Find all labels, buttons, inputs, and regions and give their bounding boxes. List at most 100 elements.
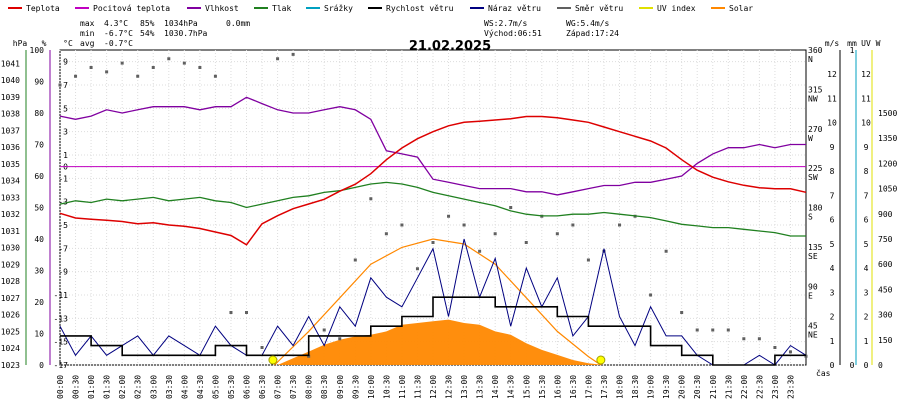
uv-axis-unit: UV xyxy=(861,39,871,48)
x-tick-19: 09:30 xyxy=(351,375,360,399)
w-axis-tick-3: 1050 xyxy=(878,185,897,194)
x-tick-20: 10:00 xyxy=(367,375,376,399)
hpa-axis-tick-8: 1033 xyxy=(1,193,20,202)
x-tick-44: 22:00 xyxy=(740,375,749,399)
hpa-axis-tick-14: 1027 xyxy=(1,294,20,303)
x-tick-16: 08:00 xyxy=(305,375,314,399)
stat-max-temp: 4.3°C xyxy=(104,19,128,28)
hpa-axis-tick-13: 1028 xyxy=(1,277,20,286)
stat-wg: WG:5.4m/s xyxy=(566,19,610,28)
temp-axis-unit: °C xyxy=(63,39,73,48)
dir-point-43 xyxy=(726,328,730,332)
x-tick-33: 16:30 xyxy=(569,375,578,399)
dir-point-24 xyxy=(431,241,435,244)
stat-max-label: max xyxy=(80,19,95,28)
hpa-axis-tick-15: 1026 xyxy=(1,311,20,320)
dir-point-4 xyxy=(120,61,124,65)
hpa-axis-tick-16: 1025 xyxy=(1,327,20,336)
ms-axis-tick-9: 3 xyxy=(830,288,835,297)
x-tick-27: 13:30 xyxy=(476,375,485,399)
x-tick-0: 00:00 xyxy=(56,375,65,399)
ms-axis-tick-2: 10 xyxy=(827,119,837,128)
x-tick-23: 11:30 xyxy=(413,375,422,399)
uv-axis-tick-9: 3 xyxy=(864,288,869,297)
dir-point-39 xyxy=(664,249,668,253)
hpa-axis-tick-0: 1041 xyxy=(1,59,20,68)
hpa-axis-tick-5: 1036 xyxy=(1,143,20,152)
ms-axis-tick-0: 12 xyxy=(827,70,837,79)
dir-point-11 xyxy=(229,311,233,314)
dir-point-8 xyxy=(182,61,186,65)
series-solar-max xyxy=(274,238,602,366)
legend-label-5: Rychlost větru xyxy=(386,4,454,13)
w-axis-tick-4: 900 xyxy=(878,210,893,219)
dir-point-0 xyxy=(58,83,62,87)
dir-point-27 xyxy=(478,249,482,253)
uv-axis-tick-2: 10 xyxy=(861,119,871,128)
temp-axis-tick-1: 7 xyxy=(63,81,68,90)
legend-label-9: Solar xyxy=(729,4,753,13)
mm-axis-tick-0: 1 xyxy=(850,46,855,55)
x-tick-46: 23:00 xyxy=(771,375,780,399)
w-axis-tick-2: 1200 xyxy=(878,159,897,168)
x-tick-15: 07:30 xyxy=(289,375,298,399)
w-axis-unit: W xyxy=(876,39,881,48)
stat-min-press: 1030.7hPa xyxy=(164,29,208,38)
legend-label-4: Srážky xyxy=(324,4,353,13)
dir-axis-tick-14: 45 xyxy=(808,322,818,331)
temp-axis-tick-0: 9 xyxy=(63,58,68,67)
x-tick-30: 15:00 xyxy=(522,375,531,399)
stat-sunset: Západ:17:24 xyxy=(566,29,619,38)
x-tick-22: 11:00 xyxy=(398,375,407,399)
uv-axis-tick-0: 12 xyxy=(861,70,871,79)
x-tick-42: 21:00 xyxy=(709,375,718,399)
dir-point-19 xyxy=(353,258,357,262)
pct-axis-unit: % xyxy=(42,39,47,48)
pct-axis-tick-4: 60 xyxy=(34,172,44,181)
w-axis-tick-6: 600 xyxy=(878,260,893,269)
dir-axis-tick-11: SE xyxy=(808,252,818,261)
ms-axis-tick-6: 6 xyxy=(830,216,835,225)
temp-axis-tick-8: -5 xyxy=(58,221,68,230)
stat-max-hum: 85% xyxy=(140,19,155,28)
dir-axis-tick-10: 135 xyxy=(808,243,823,252)
legend-label-7: Směr větru xyxy=(575,4,623,13)
x-tick-35: 17:30 xyxy=(600,375,609,399)
x-axis-label: čas xyxy=(816,368,831,378)
w-axis-tick-5: 750 xyxy=(878,235,893,244)
pct-axis-tick-8: 20 xyxy=(34,298,44,307)
dir-point-35 xyxy=(602,249,606,253)
dir-point-23 xyxy=(415,267,419,271)
stat-avg-label: avg xyxy=(80,39,95,48)
dir-point-46 xyxy=(773,346,777,349)
temp-axis-tick-2: 5 xyxy=(63,104,68,113)
x-tick-1: 00:30 xyxy=(72,375,81,399)
x-tick-37: 18:30 xyxy=(631,375,640,399)
dir-point-5 xyxy=(136,74,140,78)
ms-axis-tick-7: 5 xyxy=(830,240,835,249)
x-tick-29: 14:30 xyxy=(507,375,516,399)
dir-point-18 xyxy=(338,337,342,341)
x-tick-39: 19:30 xyxy=(662,375,671,399)
dir-point-40 xyxy=(680,311,684,314)
dir-axis-tick-0: 360 xyxy=(808,46,823,55)
dir-axis-tick-12: 90 xyxy=(808,282,818,291)
w-axis-tick-1: 1350 xyxy=(878,134,897,143)
legend-label-6: Náraz větru xyxy=(488,4,541,13)
plot-area xyxy=(58,52,808,366)
temp-axis-tick-11: -11 xyxy=(54,291,69,300)
dir-axis-tick-13: E xyxy=(808,291,813,300)
sunset-marker xyxy=(596,355,606,365)
series-humidity xyxy=(59,96,806,196)
stats-box: max 4.3°C 85% 1034hPa 0.0mm min -6.7°C 54% 1030.… xyxy=(80,19,619,48)
dir-axis-tick-4: 270 xyxy=(808,125,823,134)
x-tick-9: 04:30 xyxy=(196,375,205,399)
hpa-axis-tick-11: 1030 xyxy=(1,244,20,253)
dir-point-26 xyxy=(462,223,466,227)
x-tick-14: 07:00 xyxy=(274,375,283,399)
temp-axis-tick-13: -15 xyxy=(54,338,69,347)
dir-point-29 xyxy=(509,206,513,209)
stat-sunrise: Východ:06:51 xyxy=(484,29,542,38)
dir-point-33 xyxy=(571,223,575,227)
pct-axis-tick-10: 0 xyxy=(39,361,44,370)
